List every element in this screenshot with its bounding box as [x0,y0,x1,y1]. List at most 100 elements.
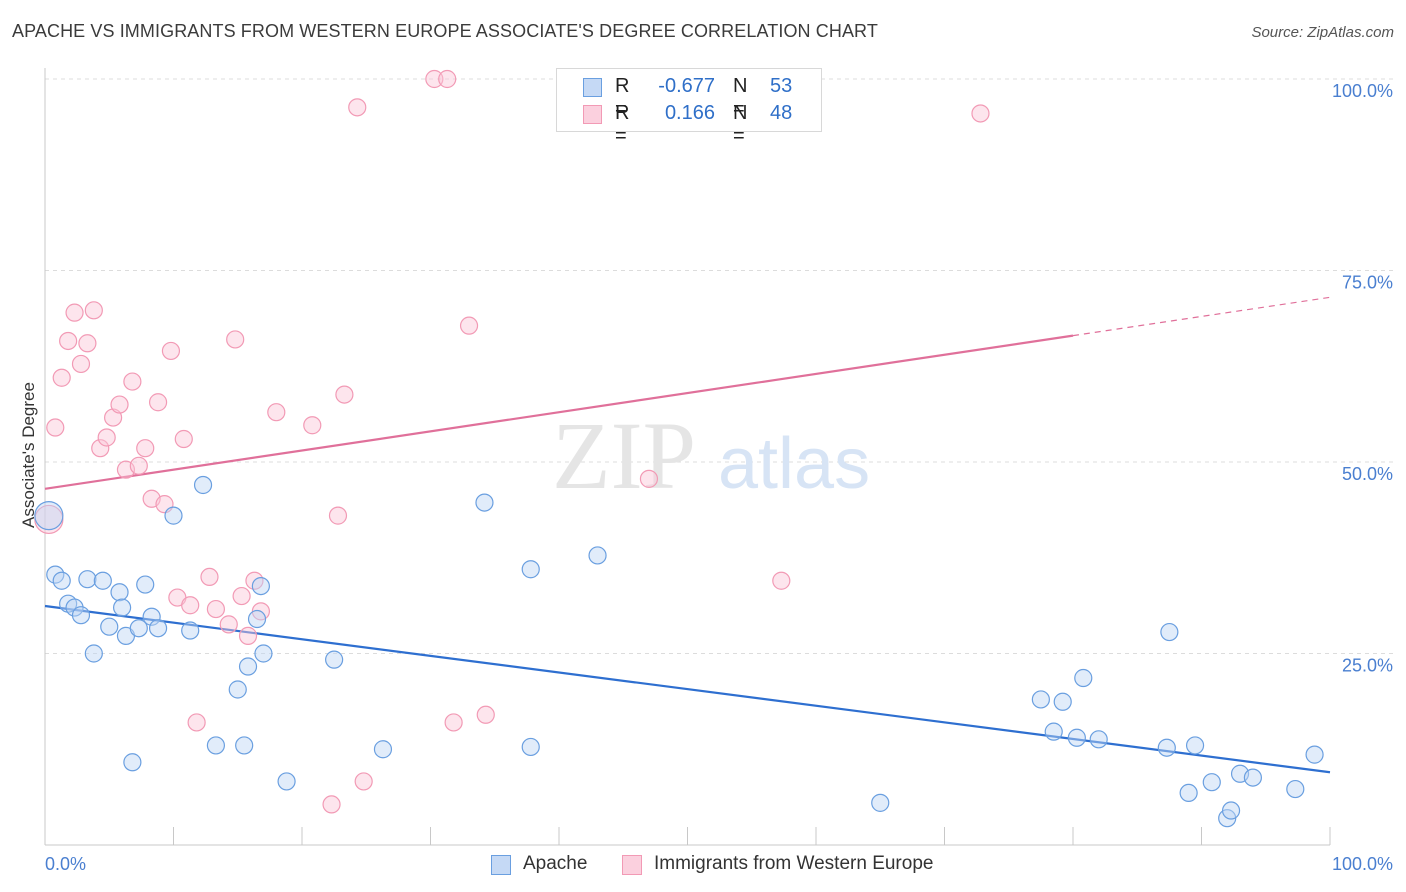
immigrants-point [161,341,181,361]
apache-point [1031,690,1050,709]
apache-point [78,570,97,589]
immigrants-point [148,393,168,412]
apache-point [871,793,890,812]
immigrants-point [206,599,226,619]
apache-point [1243,768,1263,787]
apache-point [112,598,132,617]
immigrants-point [772,571,791,590]
apache-point [93,571,112,590]
immigrants-point [46,418,65,437]
apache-point [148,619,168,638]
y-tick-label: 50.0% [1342,464,1393,484]
apache-point [247,609,267,629]
legend-label-apache: Apache [523,853,588,874]
apache-point [193,475,213,495]
legend-r-label: R = [615,102,630,147]
legend-r-label: R = [615,75,630,120]
immigrants-point [348,98,367,117]
immigrants-point [219,615,238,634]
immigrants-point [78,334,97,353]
immigrants-point [322,795,341,814]
legend-r-value: 0.166 [664,102,715,124]
immigrants-trend-line [44,334,1074,490]
immigrants-point [226,330,245,349]
apache-point [1089,730,1108,749]
apache-point [142,607,161,626]
apache-point [475,493,494,512]
apache-point [1053,692,1072,711]
apache-point [181,621,200,640]
apache-point [251,576,270,596]
series-legend: Apache Immigrants from Western Europe [0,852,1406,878]
immigrants-point [335,385,354,404]
immigrants-point [232,586,251,606]
y-tick-label: 75.0% [1342,273,1393,293]
immigrants-point [84,301,103,320]
apache-point [1044,722,1063,741]
immigrants-point [181,596,200,615]
trend-lines [44,296,1331,774]
apache-point [1202,773,1221,792]
immigrants-point [303,416,322,435]
apache-point [1185,736,1205,755]
legend-n-value: 53 [770,75,793,97]
apache-point [1067,728,1086,747]
apache-point [1074,668,1093,688]
immigrants-point [328,506,348,525]
immigrants-point [639,469,659,488]
immigrants-point [91,439,110,458]
immigrants-point [136,439,155,458]
watermark-zip: ZIP [552,402,696,509]
apache-point [373,740,393,759]
y-tick-label: 25.0% [1342,656,1393,676]
apache-point [1286,779,1305,799]
legend-r-value: -0.677 [658,75,715,97]
chart-title: APACHE VS IMMIGRANTS FROM WESTERN EUROPE… [12,21,878,41]
immigrants-point [174,429,193,449]
apache-point [1305,745,1324,764]
apache-point [588,546,607,565]
apache-point [254,644,273,663]
source-credit: Source: ZipAtlas.com [1251,24,1394,41]
apache-swatch [491,855,511,875]
immigrants-point [110,395,129,414]
apache-point [325,650,344,669]
immigrants-point [425,69,444,89]
watermark-atlas: atlas [718,424,870,504]
immigrants-point [438,69,457,89]
immigrants-swatch [622,855,642,875]
immigrants-point [971,104,990,123]
apache-point [1221,801,1241,820]
apache-point [277,772,296,791]
apache-point [164,506,183,525]
immigrants-point [129,456,148,475]
legend-n-label: N = [733,102,748,147]
immigrants-point [71,354,91,374]
immigrants-point [65,303,84,322]
apache-point [129,619,148,638]
apache-point [1157,738,1176,757]
immigrants-point [187,713,206,732]
apache-point [123,753,142,772]
tick-labels: 25.0% 50.0% 75.0% 100.0% 0.0% 100.0% [45,81,1393,874]
apache-point [52,571,71,590]
legend-n-value: 48 [770,102,793,124]
stats-legend: R = -0.677 N = 53 R = 0.166 N = 48 [556,68,822,147]
x-tick-label: 100.0% [1332,854,1393,874]
immigrants-point [354,772,373,791]
immigrants-point [52,368,71,387]
apache-point [1179,783,1198,803]
immigrants-point [267,403,286,422]
immigrants-point [476,705,495,724]
apache-point [100,617,119,636]
apache-point [521,737,540,757]
immigrants-trend-extension [1072,296,1331,337]
axes [44,68,1331,846]
x-tick-label: 0.0% [45,854,86,874]
gridlines [45,78,1393,654]
data-points [34,69,1324,828]
apache-swatch [583,78,602,97]
apache-point [1160,622,1179,642]
immigrants-point [444,713,463,732]
